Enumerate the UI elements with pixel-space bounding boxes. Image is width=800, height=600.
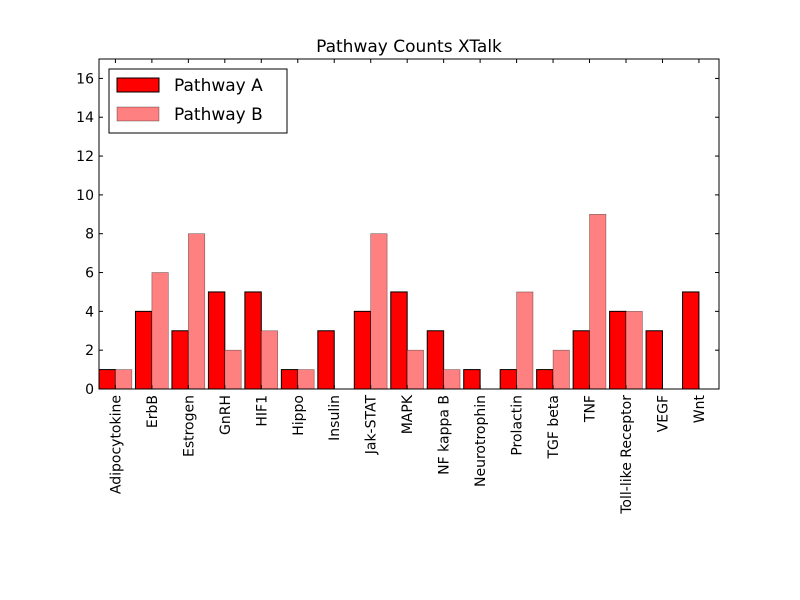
bar-b-mapk — [406, 349, 424, 390]
x-tick-label: Hippo — [291, 395, 307, 436]
bar-b-erbb — [151, 272, 169, 390]
legend-label-a: Pathway A — [174, 76, 263, 96]
bar-a-mapk — [390, 291, 408, 390]
bar-a-adipocytokine — [98, 369, 116, 390]
y-tick-label: 14 — [76, 110, 94, 126]
bar-b-estrogen — [188, 233, 206, 390]
bar-b-toll-like-receptor — [625, 311, 643, 390]
x-tick-label: VEGF — [655, 395, 671, 432]
bar-a-wnt — [682, 291, 700, 390]
x-tick-label: HIF1 — [254, 395, 270, 427]
y-tick-label: 16 — [76, 71, 94, 87]
x-tick-label: Estrogen — [181, 395, 197, 457]
bar-a-gnrh — [207, 291, 226, 390]
legend-label-b: Pathway B — [174, 105, 263, 125]
bar-a-insulin — [317, 330, 335, 390]
bar-a-hippo — [280, 369, 299, 390]
bar-b-gnrh — [224, 349, 242, 390]
bar-b-hippo — [297, 369, 315, 390]
bar-a-hif1 — [244, 291, 262, 390]
x-axis: Adipocytokine ErbB Estrogen GnRH HIF1 Hippo In… — [108, 59, 708, 515]
bar-b-hif1 — [260, 330, 279, 390]
x-tick-label: NF kappa B — [437, 395, 453, 475]
x-tick-label: GnRH — [218, 395, 234, 435]
bar-a-neurotrophin — [463, 369, 481, 390]
y-tick-label: 8 — [85, 227, 94, 243]
x-tick-label: TGF beta — [546, 395, 562, 459]
bar-a-toll-like-receptor — [609, 310, 627, 390]
x-tick-label: Jak-STAT — [364, 395, 380, 456]
bar-a-erbb — [134, 310, 153, 390]
chart-title: Pathway Counts XTalk — [316, 37, 502, 57]
plot-frame — [98, 58, 720, 390]
y-tick-label: 12 — [76, 149, 94, 165]
x-tick-label: TNF — [583, 395, 599, 423]
x-tick-label: Wnt — [692, 395, 708, 424]
x-tick-label: Insulin — [327, 395, 343, 441]
bar-b-tgf-beta — [552, 349, 570, 390]
y-tick-label: 0 — [85, 382, 94, 398]
x-tick-label: MAPK — [400, 394, 416, 434]
x-tick-label: Adipocytokine — [108, 395, 124, 494]
bar-a-jak-stat — [353, 310, 372, 390]
bar-b-adipocytokine — [115, 369, 133, 390]
x-tick-label: Neurotrophin — [473, 395, 489, 487]
bar-a-estrogen — [171, 330, 189, 390]
y-tick-label: 6 — [85, 266, 94, 282]
y-tick-label: 4 — [85, 304, 94, 320]
y-axis: 0 2 4 6 8 10 12 14 16 — [76, 71, 719, 398]
bar-b-nf-kappa-b — [443, 369, 461, 390]
bar-a-nf-kappa-b — [426, 330, 445, 390]
legend-swatch-b — [116, 106, 160, 122]
bar-a-prolactin — [499, 369, 518, 390]
bar-b-jak-stat — [370, 233, 388, 390]
y-tick-label: 2 — [85, 343, 94, 359]
legend: Pathway A Pathway B — [108, 68, 288, 134]
x-tick-label: Prolactin — [510, 395, 526, 456]
bars-group — [98, 213, 700, 390]
y-tick-label: 10 — [76, 188, 94, 204]
bar-b-prolactin — [516, 291, 534, 390]
bar-a-tnf — [572, 330, 591, 390]
bar-a-vegf — [645, 330, 663, 390]
bar-a-tgf-beta — [536, 369, 554, 390]
bar-b-tnf — [589, 213, 607, 390]
x-tick-label: Toll-like Receptor — [619, 395, 635, 515]
legend-swatch-a — [116, 77, 160, 93]
x-tick-label: ErbB — [145, 395, 161, 428]
